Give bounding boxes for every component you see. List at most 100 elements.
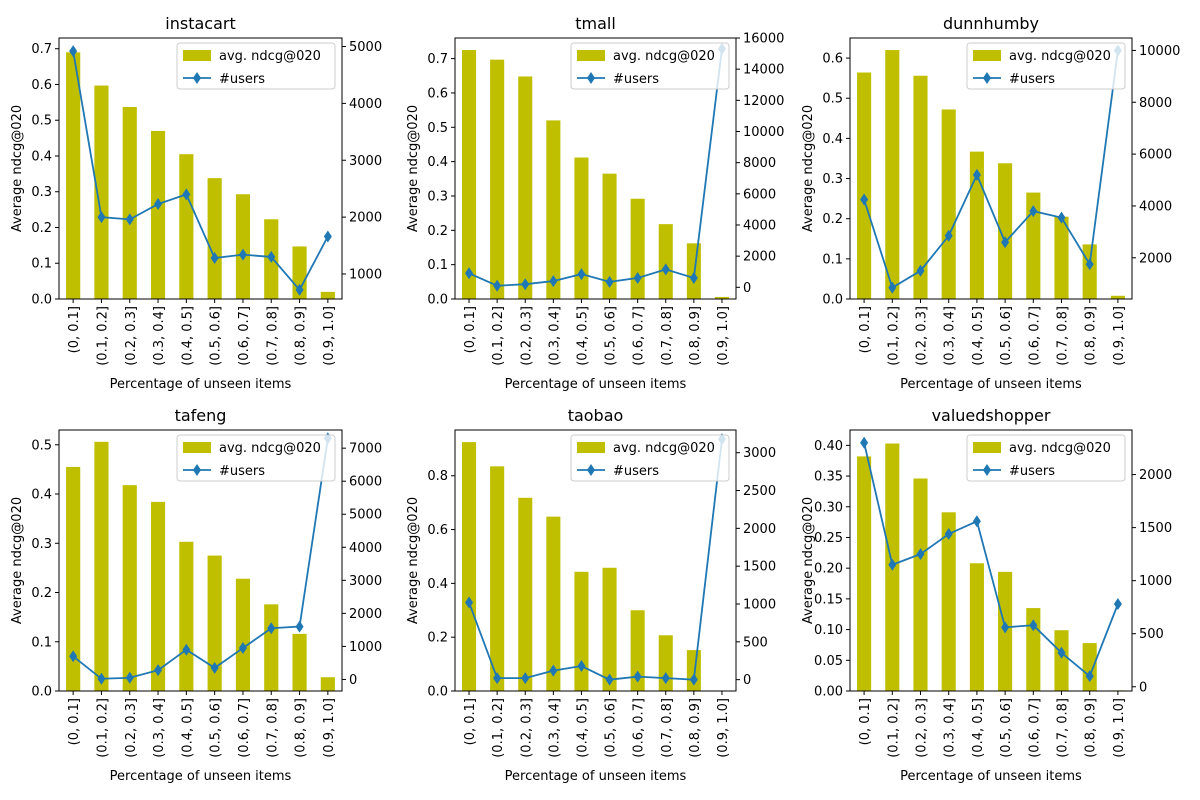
bar <box>714 296 729 299</box>
users-point <box>577 660 586 673</box>
x-tick-label: (0.6, 0.7] <box>237 698 252 758</box>
bar <box>941 109 956 299</box>
y2-tick-label: 1000 <box>1139 574 1172 589</box>
bar <box>885 50 900 299</box>
users-point <box>521 672 530 685</box>
legend: avg. ndcg@020 #users <box>176 434 336 482</box>
legend-box <box>176 42 336 90</box>
bar <box>462 50 477 299</box>
users-point <box>238 642 247 655</box>
users-point <box>888 281 897 294</box>
users-point <box>972 515 981 528</box>
x-tick-label: (0.4, 0.5] <box>575 698 590 758</box>
bar <box>122 485 137 691</box>
y2-tick-label: 14000 <box>743 63 784 78</box>
x-axis-label: Percentage of unseen items <box>110 769 292 784</box>
x-tick-label: (0.7, 0.8] <box>265 306 280 366</box>
users-line <box>72 50 329 292</box>
bar <box>857 456 872 691</box>
bar <box>857 72 872 299</box>
legend-diamond-icon <box>587 72 595 84</box>
y-tick-label: 0.0 <box>31 685 52 700</box>
bar <box>264 604 279 691</box>
bar <box>941 512 956 691</box>
users-point <box>125 671 134 684</box>
y2-tick-label: 6000 <box>349 475 382 490</box>
users-point <box>1001 621 1010 634</box>
plot-frame <box>849 37 1133 300</box>
y-tick-label: 0.4 <box>31 488 52 503</box>
users-point <box>182 188 191 201</box>
x-tick-label: (0.6, 0.7] <box>1027 698 1042 758</box>
y-tick-label: 0.4 <box>31 149 52 164</box>
y2-tick-label: 2000 <box>743 522 776 537</box>
bar <box>94 441 109 691</box>
users-point <box>860 436 869 449</box>
legend-box <box>966 42 1126 90</box>
y-tick-label: 0.0 <box>427 685 448 700</box>
bar <box>574 157 589 299</box>
y2-tick-label: 2500 <box>743 484 776 499</box>
users-line <box>72 438 329 680</box>
bar <box>462 442 477 691</box>
x-tick-label: (0.2, 0.3] <box>915 698 930 758</box>
bar <box>658 224 673 299</box>
users-point <box>689 271 698 284</box>
x-tick-label: (0.8, 0.9] <box>294 306 309 366</box>
bar <box>150 501 166 691</box>
x-tick-label: (0.1, 0.2] <box>491 698 506 758</box>
x-tick-label: (0.5, 0.6] <box>604 698 619 758</box>
bar <box>546 120 561 299</box>
y2-tick-label: 10000 <box>1139 44 1180 59</box>
users-point <box>888 558 897 571</box>
chart-panel-tafeng: 0.0 0.1 0.2 0.3 0.4 0.5 0 1000 2000 3000 4000 5000 6… <box>10 406 382 784</box>
users-point <box>549 664 558 677</box>
legend: avg. ndcg@020 #users <box>966 434 1126 482</box>
x-tick-label: (0, 0.1] <box>67 698 82 745</box>
bar <box>969 563 984 691</box>
x-tick-label: (0, 0.1] <box>463 698 478 745</box>
users-point <box>295 620 304 633</box>
users-point <box>1001 236 1010 249</box>
y2-tick-label: 2000 <box>1139 251 1172 266</box>
chart-panel-tmall: 0.0 0.1 0.2 0.3 0.4 0.5 0.6 0.7 0 2000 4000 6000 800… <box>406 14 784 392</box>
x-tick-label: (0.4, 0.5] <box>971 698 986 758</box>
users-point <box>1113 598 1122 610</box>
y2-tick-label: 4000 <box>1139 199 1172 214</box>
bar <box>207 555 222 691</box>
x-tick-label: (0.8, 0.9] <box>294 698 309 758</box>
y2-tick-label: 500 <box>1139 627 1164 642</box>
x-tick-label: (0.7, 0.8] <box>1056 306 1071 366</box>
users-line <box>468 438 723 681</box>
bar <box>122 107 137 299</box>
x-tick-label: (0.7, 0.8] <box>660 306 675 366</box>
legend-bar-swatch <box>577 50 605 61</box>
x-tick-label: (0.9, 1.0] <box>716 698 731 758</box>
y2-tick-label: 4000 <box>349 97 382 112</box>
y-tick-label: 0.1 <box>31 635 52 650</box>
bar <box>998 163 1013 299</box>
chart-title: valuedshopper <box>932 406 1051 425</box>
legend-label: #users <box>1009 72 1055 87</box>
y2-tick-label: 0 <box>743 281 751 296</box>
x-tick-label: (0, 0.1] <box>463 306 478 353</box>
y2-tick-label: 1000 <box>743 598 776 613</box>
plot-frame <box>58 37 343 300</box>
x-tick-label: (0.3, 0.4] <box>547 698 562 758</box>
x-tick-label: (0.4, 0.5] <box>180 698 195 758</box>
plot-frame <box>454 429 737 692</box>
y-tick-label: 0.6 <box>31 78 52 93</box>
x-tick-label: (0.6, 0.7] <box>632 698 647 758</box>
bar <box>207 178 222 299</box>
y-tick-label: 0.05 <box>814 654 843 669</box>
legend-diamond-icon <box>983 464 991 476</box>
y-axis-label: Average ndcg@020 <box>406 497 421 624</box>
users-point <box>916 548 925 561</box>
bar <box>490 59 505 299</box>
legend-diamond-icon <box>587 464 595 476</box>
y-tick-label: 0.1 <box>31 257 52 272</box>
y-tick-label: 0.2 <box>31 586 52 601</box>
x-tick-label: (0.6, 0.7] <box>237 306 252 366</box>
y2-tick-label: 4000 <box>743 218 776 233</box>
